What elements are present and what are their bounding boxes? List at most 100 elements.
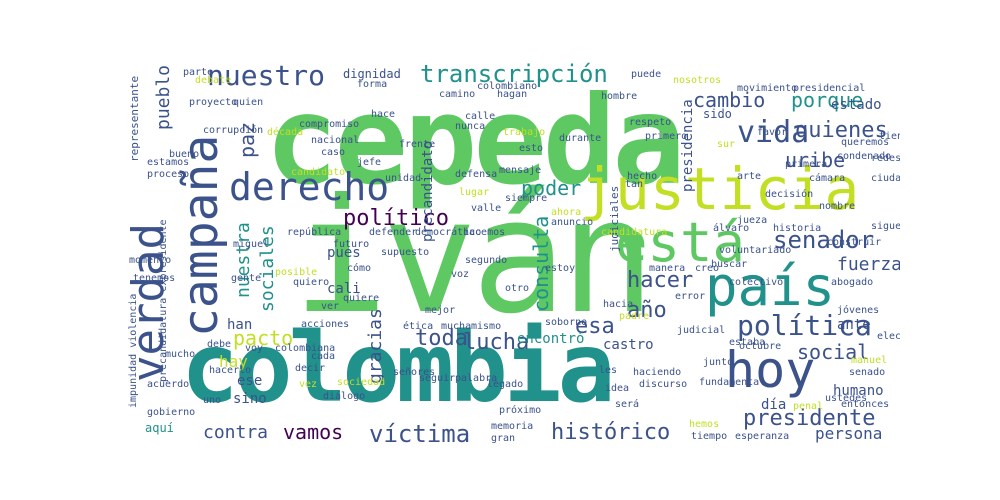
word-siempre: siempre xyxy=(505,193,548,204)
word-representante: representante xyxy=(128,75,141,162)
word-senador: senador xyxy=(773,226,875,254)
word-cali: cali xyxy=(327,281,361,297)
word-estoy: estoy xyxy=(545,263,576,274)
word-junto: junto xyxy=(703,357,734,368)
word-colectivo: colectivo xyxy=(729,277,784,288)
word-quien: quien xyxy=(233,97,264,108)
word-memoria: memoria xyxy=(491,421,534,432)
word-nosotros: nosotros xyxy=(673,75,722,86)
word-acciones: acciones xyxy=(301,319,350,330)
word-hecho: hecho xyxy=(627,171,658,182)
word-gente: gente xyxy=(231,273,262,284)
word-politico: político xyxy=(343,206,449,231)
word-discurso: discurso xyxy=(639,379,688,390)
word-ahora: ahora xyxy=(551,207,582,218)
word-manera: manera xyxy=(649,263,686,274)
word-frente: frente xyxy=(399,139,436,150)
word-mejor: mejor xyxy=(425,305,456,316)
word-quienes: quienes xyxy=(795,118,888,143)
word-entonces: entonces xyxy=(841,399,890,410)
word-camara: cámara xyxy=(809,173,846,184)
word-decir: decir xyxy=(295,363,326,374)
word-politica: política xyxy=(737,309,872,342)
word-defensa: defensa xyxy=(455,169,498,180)
word-proceso: proceso xyxy=(147,169,190,180)
word-gobierno: gobierno xyxy=(147,407,196,418)
word-esta: está xyxy=(615,211,746,274)
word-supuesto: supuesto xyxy=(381,247,430,258)
word-calle: calle xyxy=(465,111,496,122)
word-etica: ética xyxy=(403,321,434,332)
word-judicial: judicial xyxy=(677,325,726,336)
word-jovenes: jóvenes xyxy=(837,305,880,316)
word-abogado: abogado xyxy=(831,277,874,288)
word-penal: penal xyxy=(793,401,824,412)
word-historico: histórico xyxy=(551,420,671,445)
word-ivan: iván xyxy=(293,165,655,349)
word-impunidad-violencia: impunidad violencia xyxy=(128,293,139,408)
word-justicia: justicia xyxy=(580,155,860,223)
word-decision: decisión xyxy=(765,189,814,200)
word-lugar: lugar xyxy=(459,187,490,198)
word-error: error xyxy=(675,291,706,302)
word-debe: debe xyxy=(207,339,232,350)
word-sino: sino xyxy=(233,391,267,407)
word-queremos: queremos xyxy=(841,137,890,148)
word-porque: porque xyxy=(791,88,864,112)
word-esa: esa xyxy=(575,314,615,339)
word-condenado: condenado xyxy=(837,151,892,162)
word-vez: vez xyxy=(299,379,318,390)
word-esto: esto xyxy=(519,143,544,154)
word-ciudad: ciudad xyxy=(871,173,900,184)
word-derecho: derecho xyxy=(229,165,390,209)
word-tenemos: tenemos xyxy=(133,273,176,284)
word-sur: sur xyxy=(717,139,736,150)
word-proyecto: proyecto xyxy=(189,97,238,108)
word-jueza: jueza xyxy=(737,215,768,226)
word-colombiana: colombiana xyxy=(275,343,336,354)
word-historia: historia xyxy=(773,223,822,234)
word-lucha: lucha xyxy=(463,330,530,355)
word-palabra: palabra xyxy=(455,373,498,384)
word-corrupcion: corrupción xyxy=(203,125,264,136)
word-buscar: buscar xyxy=(711,259,748,270)
word-creo: creo xyxy=(695,263,720,274)
word-camino: camino xyxy=(439,89,476,100)
word-haciendo: haciendo xyxy=(633,367,682,378)
word-estamos: estamos xyxy=(147,157,190,168)
word-senado: senado xyxy=(849,367,886,378)
word-durante: durante xyxy=(559,133,602,144)
word-ese: ese xyxy=(237,373,263,389)
word-contra: contra xyxy=(203,422,269,443)
word-presidencia: presidencia xyxy=(680,99,696,192)
word-nacional: nacional xyxy=(311,135,360,146)
word-hay: hay xyxy=(219,352,248,371)
word-tan: tan xyxy=(625,179,644,190)
word-arte: arte xyxy=(737,171,762,182)
word-construir: construir xyxy=(827,237,882,248)
word-persona: persona xyxy=(815,424,883,443)
word-ver: ver xyxy=(321,301,340,312)
word-parte: parte xyxy=(183,67,214,78)
word-mucho: mucho xyxy=(165,349,196,360)
word-caso: caso xyxy=(321,147,346,158)
word-alvaro: álvaro xyxy=(713,223,750,234)
word-redes: redes xyxy=(871,153,900,164)
word-quiere: quiere xyxy=(343,293,380,304)
word-gran: gran xyxy=(491,433,516,444)
word-candidato: candidato xyxy=(291,167,346,178)
word-hacerlo: hacerlo xyxy=(209,365,252,376)
word-defender: defender xyxy=(369,227,418,238)
word-colombiano: colombiano xyxy=(477,81,538,92)
word-cambio: cambio xyxy=(693,88,766,112)
word-castro: castro xyxy=(603,337,654,353)
word-presidencial: presidencial xyxy=(793,83,866,94)
word-esperanza: esperanza xyxy=(735,431,790,442)
word-acuerdo: acuerdo xyxy=(147,379,190,390)
word-sido: sido xyxy=(703,107,732,121)
word-hacemos: hacemos xyxy=(463,227,506,238)
word-voy: voy xyxy=(245,343,264,354)
word-sociedad: sociedad xyxy=(337,377,386,388)
word-humano: humano xyxy=(833,383,884,399)
